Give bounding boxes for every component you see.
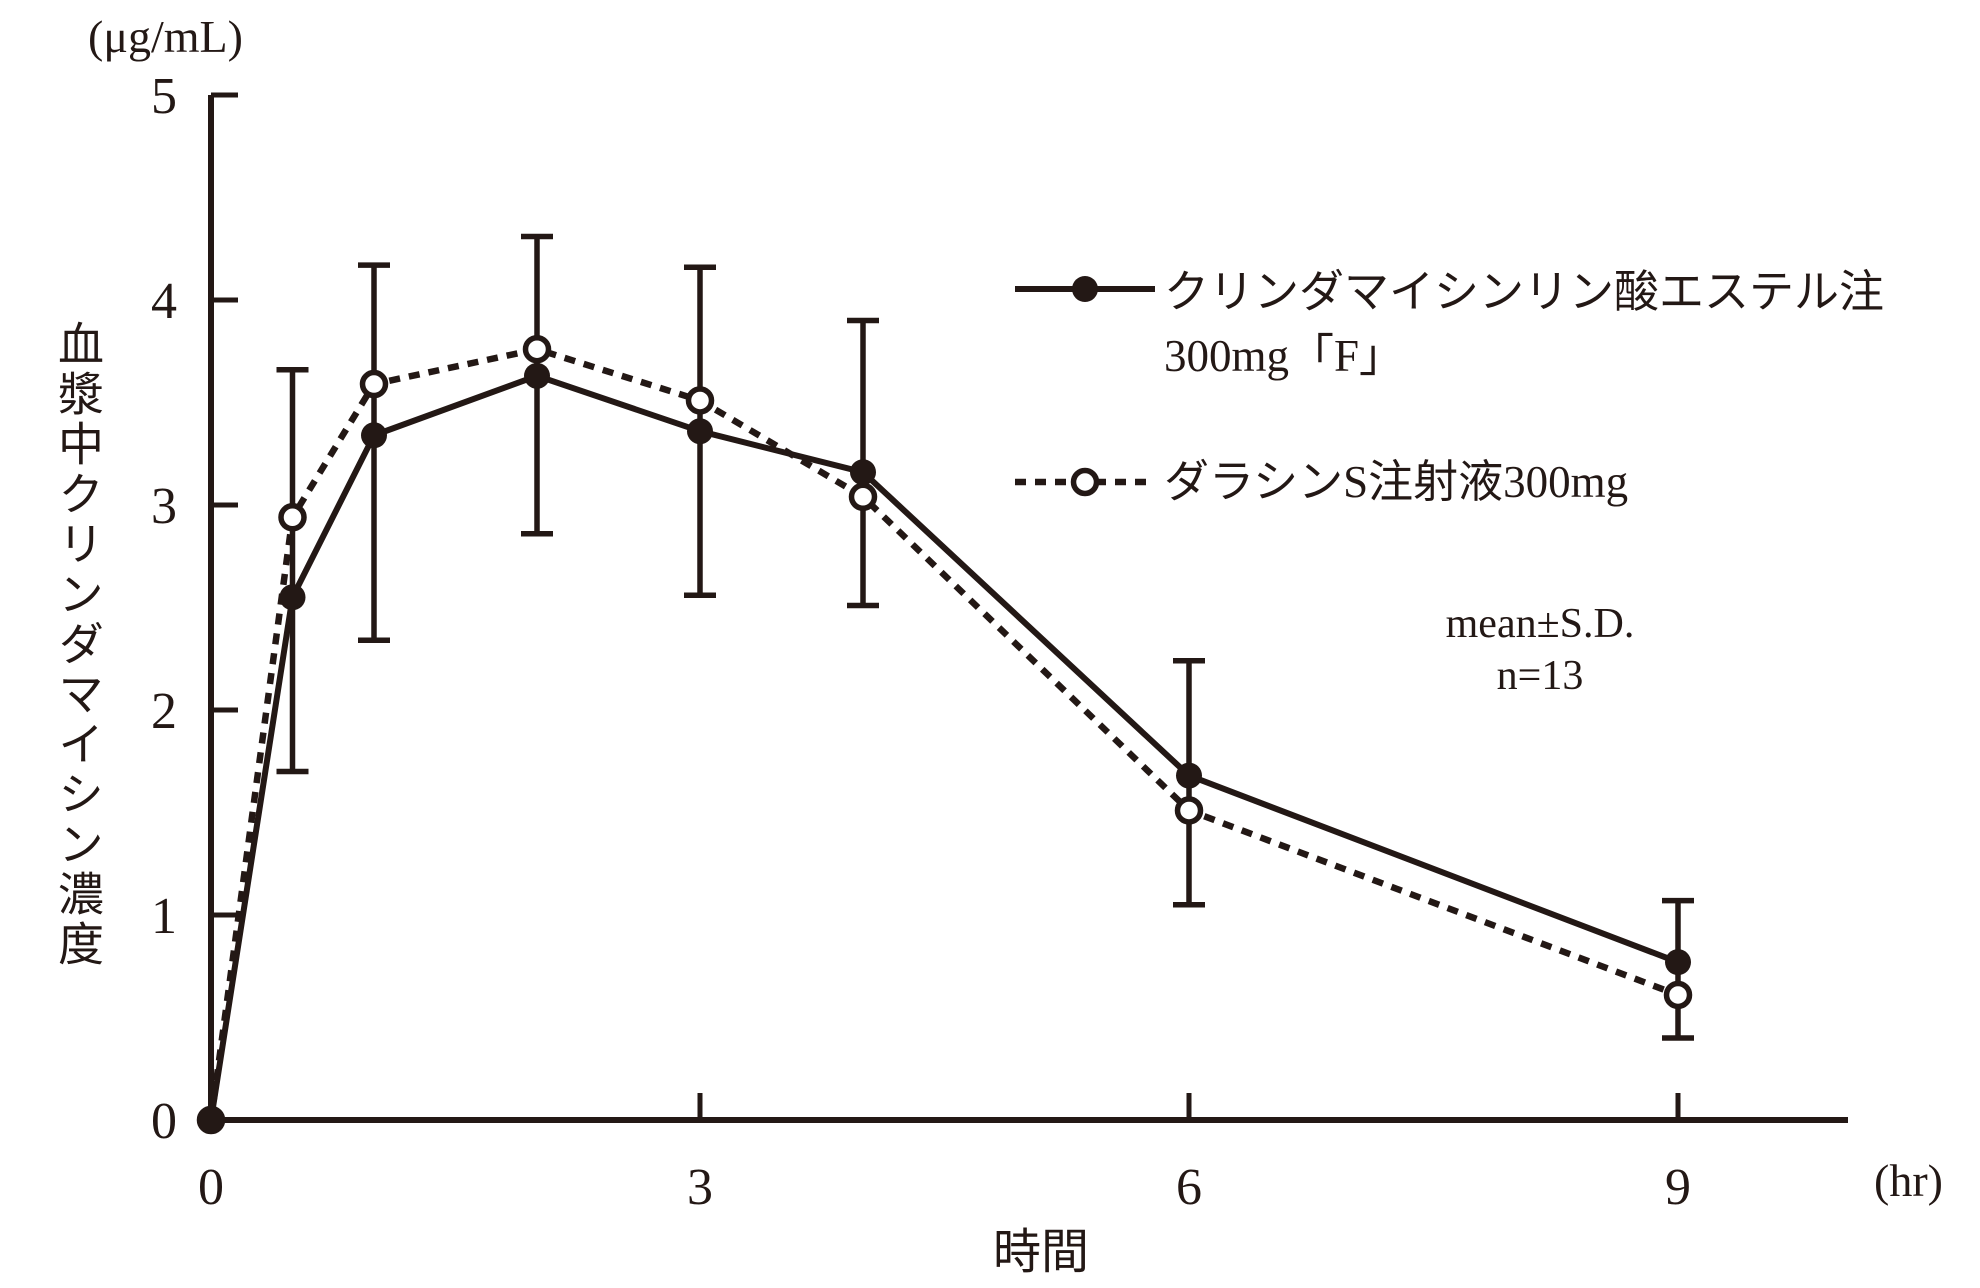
x-tick-label: 9 <box>1665 1159 1691 1216</box>
x-tick-label: 0 <box>198 1159 224 1216</box>
data-point-filled-circle <box>279 584 306 611</box>
y-tick-label: 1 <box>151 888 177 945</box>
y-axis-unit-label: (μg/mL) <box>88 11 243 62</box>
data-point-open-circle <box>685 386 715 415</box>
y-axis-title: 血漿中クリンダマイシン濃度 <box>52 320 103 970</box>
x-tick-label: 3 <box>687 1159 713 1216</box>
x-axis-unit-label: (hr) <box>1874 1155 1943 1206</box>
data-point-filled-circle <box>198 1107 224 1133</box>
data-point-filled-circle <box>524 362 550 389</box>
legend-marker-open-circle <box>1070 467 1100 497</box>
y-tick-label: 2 <box>151 683 177 740</box>
annotation-line1: mean±S.D. <box>1445 601 1635 647</box>
annotation-mean-sd: mean±S.D. n=13 <box>1330 598 1750 702</box>
data-point-filled-circle <box>361 422 387 449</box>
data-point-open-circle <box>359 369 389 399</box>
legend-entry-1-line2: 300mg「F」 <box>1164 331 1405 381</box>
legend-entry-1: クリンダマイシンリン酸エステル注 300mg「F」 <box>1164 260 1884 388</box>
annotation-line2: n=13 <box>1496 653 1584 699</box>
data-point-open-circle <box>1663 980 1693 1010</box>
y-tick-label: 4 <box>151 273 177 330</box>
legend-marker-filled-circle <box>1072 276 1098 302</box>
y-tick-label: 0 <box>151 1093 177 1150</box>
data-point-open-circle <box>1174 796 1204 825</box>
y-tick-label: 3 <box>151 478 177 535</box>
data-point-filled-circle <box>850 459 876 486</box>
legend-entry-2: ダラシンS注射液300mg <box>1164 450 1628 514</box>
data-point-filled-circle <box>1665 949 1691 976</box>
data-point-filled-circle <box>687 418 713 445</box>
y-tick-label: 5 <box>151 68 177 125</box>
series-line-solid <box>208 372 1680 1121</box>
legend-entry-1-line1: クリンダマイシンリン酸エステル注 <box>1164 267 1885 317</box>
x-axis-title: 時間 <box>992 1226 1089 1279</box>
series-line-dotted <box>207 345 1680 1121</box>
data-point-open-circle <box>522 334 552 364</box>
data-point-filled-circle <box>1176 762 1202 789</box>
data-point-open-circle <box>848 482 878 512</box>
x-tick-label: 6 <box>1176 1159 1202 1216</box>
legend-entry-2-line1: ダラシンS注射液300mg <box>1164 457 1629 507</box>
data-point-open-circle <box>278 503 307 532</box>
